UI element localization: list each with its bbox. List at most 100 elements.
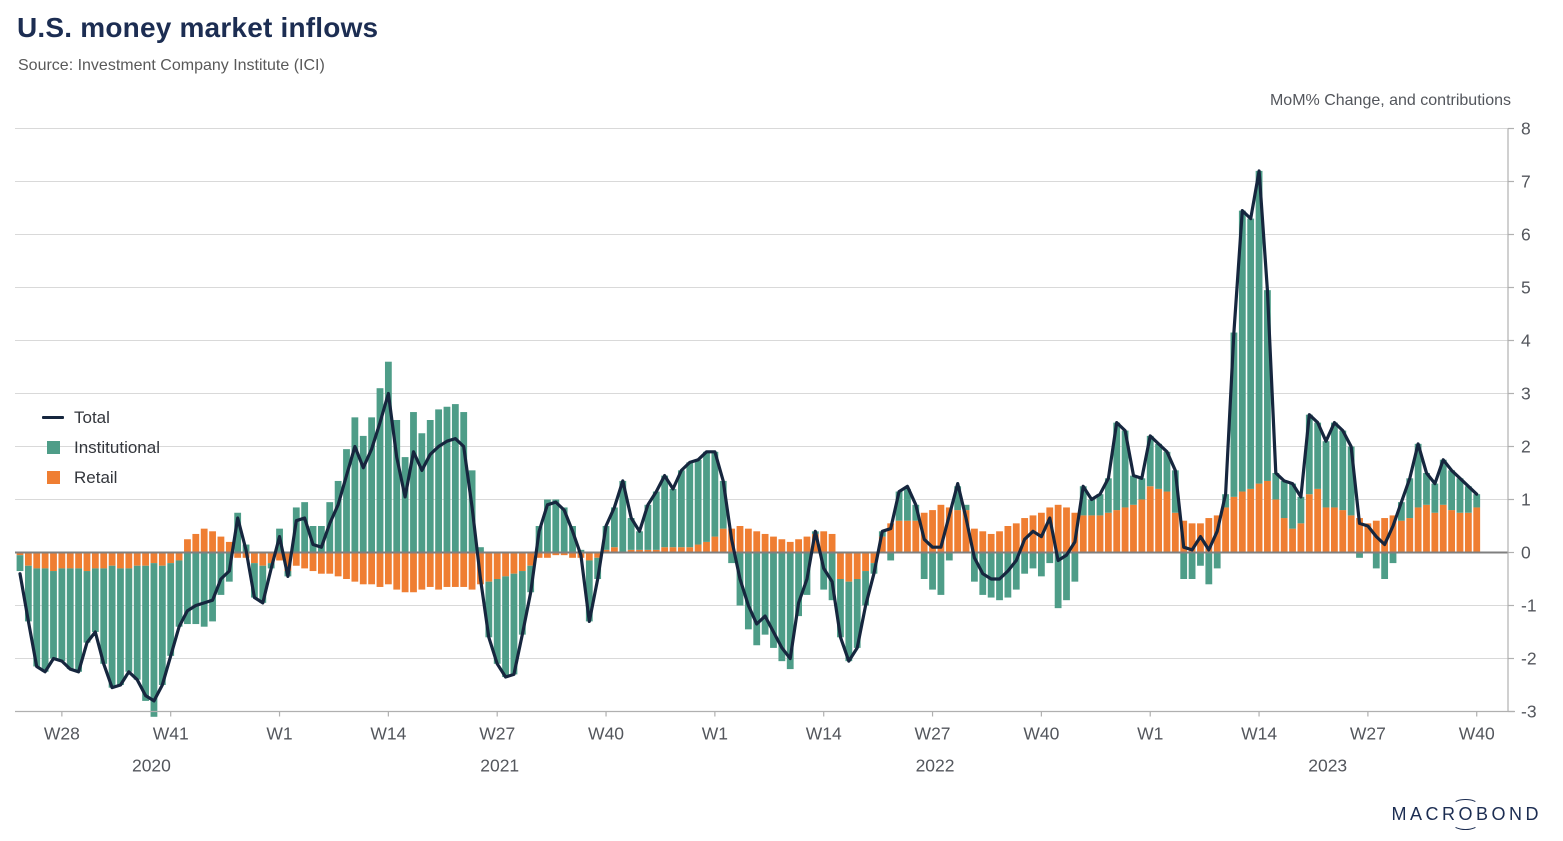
bar-institutional <box>1305 414 1313 495</box>
total-line <box>18 169 1479 703</box>
bar-institutional <box>1205 552 1213 585</box>
bar-institutional <box>1021 552 1029 574</box>
bar-retail <box>1431 512 1439 553</box>
bar-retail <box>527 552 535 566</box>
bar-institutional <box>142 565 149 701</box>
x-tick-label: W27 <box>915 724 951 744</box>
x-tick-label: W1 <box>1137 724 1163 744</box>
bar-institutional <box>1389 552 1397 564</box>
bar-retail <box>368 552 376 585</box>
bar-retail <box>1046 507 1054 553</box>
bar-institutional <box>393 420 401 553</box>
bar-institutional <box>853 579 861 648</box>
bar-institutional <box>962 504 970 511</box>
bar-institutional <box>1171 470 1179 513</box>
bar-retail <box>1305 494 1313 553</box>
bar-institutional <box>234 512 242 553</box>
bar-retail <box>217 536 225 553</box>
bar-institutional <box>929 552 936 590</box>
bar-institutional <box>661 475 669 548</box>
bar-institutional <box>1255 170 1263 484</box>
chart-legend: Total Institutional Retail <box>42 407 160 488</box>
x-tick-label: W40 <box>588 724 624 744</box>
bar-institutional <box>1414 443 1422 508</box>
bar-institutional <box>41 568 49 672</box>
bar-retail <box>1096 515 1104 553</box>
bar-retail <box>376 552 384 587</box>
bar-retail <box>1029 515 1037 553</box>
y-tick-label: 8 <box>1521 119 1531 139</box>
bar-institutional <box>837 579 844 638</box>
contribution-bars <box>16 170 1481 717</box>
bar-institutional <box>795 552 802 617</box>
bar-institutional <box>334 480 342 553</box>
bar-retail <box>1037 512 1045 553</box>
bar-institutional <box>912 504 920 521</box>
bar-institutional <box>602 526 610 550</box>
bar-retail <box>996 531 1003 553</box>
bar-retail <box>1414 507 1422 553</box>
bar-retail <box>125 552 133 569</box>
bar-institutional <box>309 526 317 553</box>
bar-institutional <box>443 406 451 553</box>
bar-retail <box>753 531 761 553</box>
y-tick-label: -2 <box>1521 649 1537 669</box>
bar-retail <box>393 552 401 590</box>
bar-retail <box>58 552 66 569</box>
bar-retail <box>158 552 166 566</box>
y-tick-label: 1 <box>1521 490 1531 510</box>
bar-institutional <box>1397 502 1405 521</box>
x-tick-label: W27 <box>479 724 515 744</box>
bar-retail <box>1121 507 1129 553</box>
x-tick-label: W27 <box>1350 724 1386 744</box>
bar-retail <box>636 549 643 553</box>
bar-retail <box>225 541 233 553</box>
bar-retail <box>761 533 769 553</box>
bar-institutional <box>1063 552 1070 601</box>
x-tick-label: W40 <box>1459 724 1495 744</box>
x-tick-label: W14 <box>1241 724 1277 744</box>
bar-retail <box>853 552 861 579</box>
bar-retail <box>1130 504 1137 553</box>
bar-retail <box>778 539 786 553</box>
bar-institutional <box>1331 422 1338 508</box>
legend-label: Institutional <box>74 437 160 457</box>
bar-retail <box>971 528 978 553</box>
legend-item-retail: Retail <box>42 467 160 488</box>
bar-institutional <box>1247 218 1255 489</box>
bar-institutional <box>518 571 526 635</box>
bar-retail <box>150 552 158 564</box>
y-tick-label: 0 <box>1521 543 1531 563</box>
bar-retail <box>326 552 334 574</box>
bar-retail <box>862 552 869 572</box>
bar-institutional <box>125 568 133 672</box>
bar-institutional <box>343 449 350 553</box>
bar-retail <box>1448 510 1456 553</box>
source-label: Source: Investment Company Institute (IC… <box>18 57 325 74</box>
bar-retail <box>1163 491 1171 553</box>
bar-retail <box>912 520 920 553</box>
bar-retail <box>786 541 794 553</box>
bar-retail <box>200 528 208 553</box>
legend-label: Total <box>74 407 110 427</box>
bar-retail <box>1356 518 1363 553</box>
bar-retail <box>535 552 543 558</box>
bar-institutional <box>50 571 57 659</box>
bar-retail <box>33 552 41 569</box>
bar-retail <box>251 552 258 564</box>
bar-institutional <box>418 433 426 553</box>
bar-institutional <box>711 451 719 537</box>
bar-retail <box>1230 496 1238 553</box>
bar-retail <box>1364 523 1372 553</box>
bar-institutional <box>694 459 702 545</box>
bar-retail <box>1004 526 1012 553</box>
bar-retail <box>410 552 417 593</box>
bar-institutional <box>1163 451 1171 492</box>
bar-retail <box>401 552 409 593</box>
bar-institutional <box>117 568 124 685</box>
bar-retail <box>1314 488 1322 553</box>
x-tick-label: W41 <box>153 724 189 744</box>
bar-retail <box>887 523 895 553</box>
gridlines <box>15 128 1508 712</box>
